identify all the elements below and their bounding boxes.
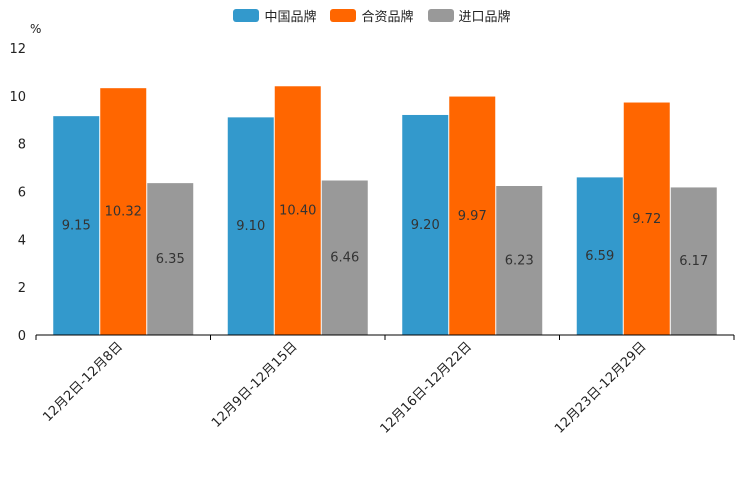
y-axis: 0 2 4 6 8 10 12	[9, 42, 26, 344]
y-tick-label: 12	[9, 42, 26, 57]
bar[interactable]	[147, 183, 194, 335]
bar[interactable]	[496, 185, 543, 335]
x-tick-label: 12月9日-12月15日	[209, 339, 301, 431]
data-label: 9.20	[411, 218, 440, 233]
y-tick-label: 8	[18, 138, 26, 153]
bar[interactable]	[227, 117, 274, 335]
x-tick-label: 12月16日-12月22日	[378, 339, 475, 436]
bar[interactable]	[670, 187, 717, 335]
data-label: 6.23	[505, 253, 534, 268]
bar[interactable]	[623, 102, 670, 335]
legend-label-china-brand: 中国品牌	[264, 10, 317, 25]
data-label: 9.15	[62, 219, 91, 234]
data-label: 9.10	[236, 219, 265, 234]
y-axis-unit: %	[30, 22, 41, 36]
data-label: 6.46	[330, 251, 359, 266]
y-tick-label: 6	[18, 186, 26, 201]
bar[interactable]	[402, 114, 449, 335]
legend-item-china-brand[interactable]: 中国品牌	[233, 6, 316, 25]
plot-area: 9.15 10.32 6.35 9.10 10.40 6.46 9.20 9.97 6.23 6.…	[53, 86, 717, 336]
data-label: 9.72	[632, 212, 661, 227]
legend-label-import-brand: 进口品牌	[458, 10, 511, 25]
y-tick-label: 0	[18, 329, 26, 344]
data-label: 6.17	[679, 254, 708, 269]
bar[interactable]	[100, 88, 147, 336]
data-label: 10.40	[279, 204, 316, 219]
legend-swatch-china-brand	[233, 9, 260, 22]
bar[interactable]	[449, 96, 496, 335]
data-label: 6.35	[156, 252, 185, 267]
data-label: 9.97	[458, 209, 487, 224]
x-axis: 12月2日-12月8日 12月9日-12月15日 12月16日-12月22日 12月2…	[35, 334, 735, 437]
y-tick-label: 4	[18, 233, 26, 248]
legend-item-joint-venture-brand[interactable]: 合资品牌	[330, 6, 414, 25]
data-label: 6.59	[585, 249, 614, 264]
bar[interactable]	[53, 116, 100, 335]
legend: 中国品牌 合资品牌 进口品牌	[0, 6, 744, 25]
bar[interactable]	[576, 177, 623, 335]
bar[interactable]	[274, 86, 321, 336]
y-tick-label: 2	[18, 281, 26, 296]
legend-swatch-joint-venture-brand	[330, 9, 357, 22]
legend-item-import-brand[interactable]: 进口品牌	[427, 6, 511, 25]
legend-swatch-import-brand	[427, 9, 454, 22]
legend-label-joint-venture-brand: 合资品牌	[361, 10, 414, 25]
bar[interactable]	[321, 180, 368, 335]
data-label: 10.32	[105, 205, 142, 220]
x-tick-label: 12月2日-12月8日	[40, 339, 126, 425]
x-tick-label: 12月23日-12月29日	[552, 339, 649, 436]
y-tick-label: 10	[9, 90, 26, 105]
